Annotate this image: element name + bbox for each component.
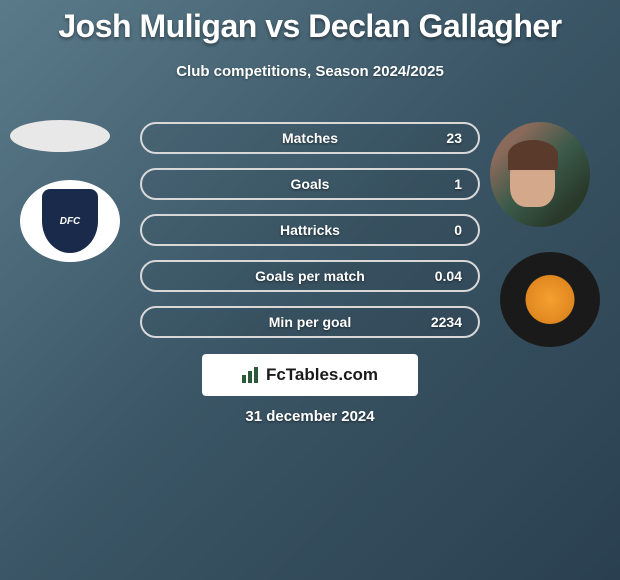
date-text: 31 december 2024 — [0, 408, 620, 425]
brand-box[interactable]: FcTables.com — [202, 354, 418, 396]
player-right-avatar — [490, 122, 590, 227]
bar-chart-icon — [242, 367, 260, 383]
stat-value: 1 — [454, 176, 462, 192]
stat-row-goals-per-match: Goals per match 0.04 — [140, 260, 480, 292]
page-title: Josh Muligan vs Declan Gallagher — [0, 0, 620, 45]
stat-label: Goals per match — [255, 268, 365, 284]
stat-value: 23 — [446, 130, 462, 146]
stat-value: 0 — [454, 222, 462, 238]
stat-label: Min per goal — [269, 314, 351, 330]
stat-label: Matches — [282, 130, 338, 146]
stat-row-min-per-goal: Min per goal 2234 — [140, 306, 480, 338]
subtitle: Club competitions, Season 2024/2025 — [0, 63, 620, 80]
stat-row-goals: Goals 1 — [140, 168, 480, 200]
club-left-badge: DFC — [20, 180, 120, 262]
stat-row-hattricks: Hattricks 0 — [140, 214, 480, 246]
brand-text: FcTables.com — [266, 365, 378, 385]
stat-label: Hattricks — [280, 222, 340, 238]
stat-value: 2234 — [431, 314, 462, 330]
stat-value: 0.04 — [435, 268, 462, 284]
stat-row-matches: Matches 23 — [140, 122, 480, 154]
player-left-avatar — [10, 120, 110, 152]
club-right-badge — [500, 252, 600, 347]
stats-container: Matches 23 Goals 1 Hattricks 0 Goals per… — [140, 122, 480, 352]
club-left-badge-text: DFC — [42, 189, 98, 253]
stat-label: Goals — [291, 176, 330, 192]
